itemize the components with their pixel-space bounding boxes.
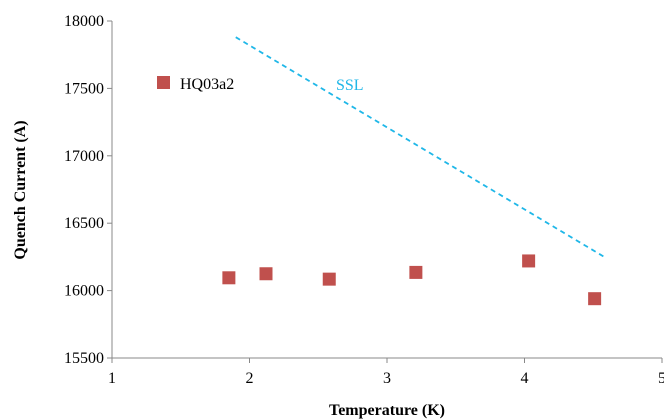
x-tick-label: 4 — [521, 370, 529, 387]
y-tick-label: 16500 — [64, 215, 104, 232]
y-tick-label: 17000 — [64, 148, 104, 165]
y-axis-title: Quench Current (A) — [12, 120, 29, 259]
data-point-square — [222, 271, 236, 285]
data-point-square — [409, 265, 423, 279]
y-tick-label: 15500 — [64, 350, 104, 367]
x-tick-label: 1 — [108, 370, 116, 387]
legend: HQ03a2 — [157, 76, 234, 93]
ssl-label: SSL — [336, 77, 364, 94]
x-tick-label: 3 — [383, 370, 391, 387]
y-tick-label: 16000 — [64, 283, 104, 300]
y-axis-ticks: 15500 16000 16500 17000 17500 18000 — [64, 13, 112, 367]
reference-lines — [235, 36, 605, 258]
data-points — [222, 254, 602, 306]
x-tick-label: 5 — [658, 370, 664, 387]
x-tick-label: 2 — [246, 370, 254, 387]
y-tick-label: 18000 — [64, 13, 104, 30]
y-tick-label: 17500 — [64, 80, 104, 97]
legend-label: HQ03a2 — [180, 76, 234, 93]
data-point-square — [522, 254, 536, 268]
data-point-square — [322, 272, 336, 286]
data-point-square — [588, 292, 602, 306]
data-point-square — [259, 267, 273, 281]
x-axis-ticks: 1 2 3 4 5 — [108, 358, 664, 387]
legend-marker-square — [157, 76, 170, 89]
x-axis-title: Temperature (K) — [329, 402, 445, 419]
plot-area — [111, 21, 662, 359]
ssl-line — [235, 36, 605, 258]
